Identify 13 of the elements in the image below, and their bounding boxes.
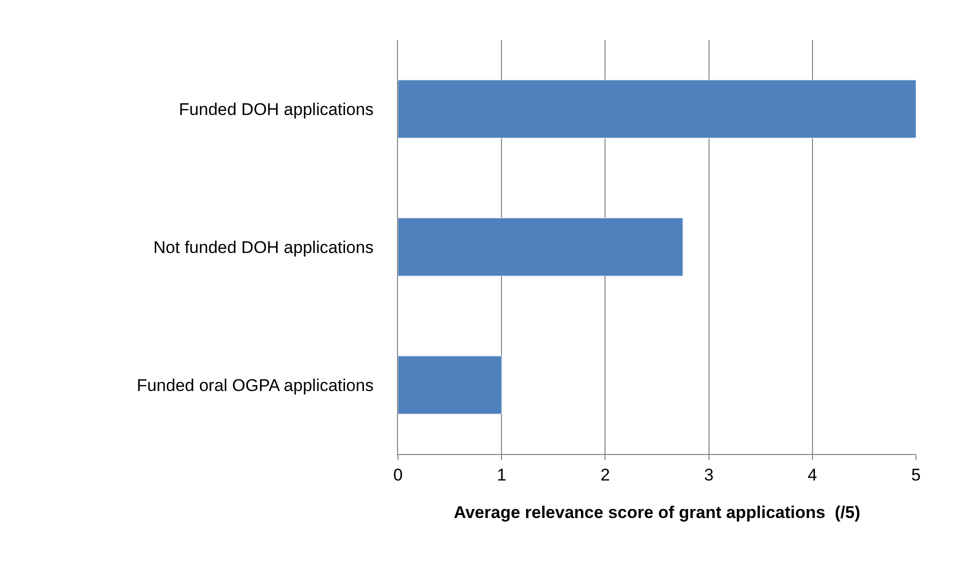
- y-tick-label: Funded DOH applications: [178, 100, 374, 119]
- bar: [398, 218, 684, 276]
- x-tick-label: 5: [911, 465, 921, 484]
- x-tick-label: 0: [393, 465, 403, 484]
- x-tick-label: 2: [600, 465, 610, 484]
- x-axis-title: Average relevance score of grant applications (/5): [454, 502, 860, 522]
- x-tick-label: 4: [808, 465, 818, 484]
- bar: [398, 356, 502, 414]
- y-tick-label: Not funded DOH applications: [153, 238, 374, 257]
- x-tick-label: 1: [496, 465, 506, 484]
- x-tick-label: 3: [704, 465, 714, 484]
- bar: [398, 80, 916, 138]
- y-tick-label: Funded oral OGPA applications: [136, 376, 374, 395]
